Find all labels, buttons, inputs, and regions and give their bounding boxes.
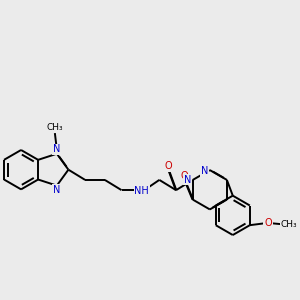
Text: NH: NH (134, 185, 149, 196)
Text: O: O (264, 218, 272, 228)
Text: CH₃: CH₃ (280, 220, 297, 229)
Text: N: N (53, 144, 61, 154)
Text: N: N (53, 185, 61, 195)
Text: O: O (181, 171, 188, 181)
Text: O: O (164, 161, 172, 171)
Text: N: N (184, 175, 191, 184)
Text: N: N (201, 166, 208, 176)
Text: CH₃: CH₃ (46, 123, 63, 132)
